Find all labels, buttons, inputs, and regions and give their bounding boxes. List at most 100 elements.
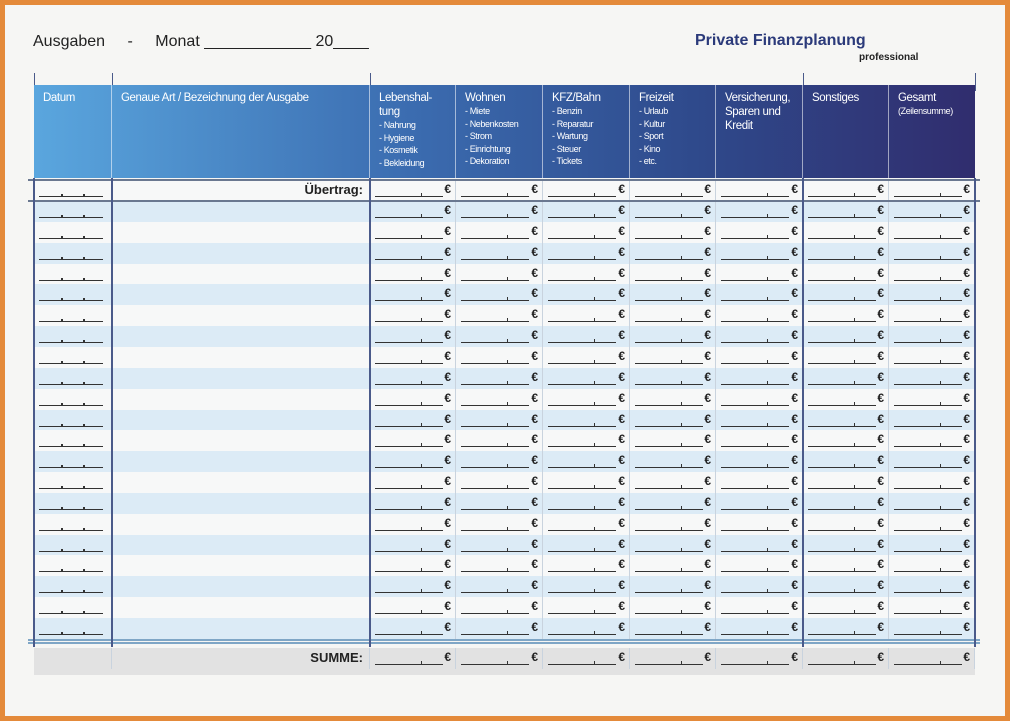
amount-cell[interactable]: € (456, 534, 543, 556)
amount-cell[interactable]: € (889, 576, 975, 598)
amount-cell[interactable]: € (370, 326, 456, 348)
amount-cell[interactable]: € (803, 576, 889, 598)
amount-cell[interactable]: € (543, 305, 630, 327)
amount-cell[interactable]: € (630, 367, 716, 389)
amount-cell[interactable]: € (370, 180, 456, 201)
amount-cell[interactable]: € (456, 472, 543, 494)
amount-cell[interactable]: € (456, 648, 543, 669)
amount-cell[interactable]: € (456, 180, 543, 201)
amount-cell[interactable]: € (716, 513, 803, 535)
amount-cell[interactable]: € (716, 472, 803, 494)
amount-cell[interactable]: € (456, 388, 543, 410)
amount-cell[interactable]: € (716, 576, 803, 598)
amount-cell[interactable]: € (630, 388, 716, 410)
amount-cell[interactable]: € (456, 263, 543, 285)
amount-cell[interactable]: € (716, 326, 803, 348)
amount-cell[interactable]: € (543, 284, 630, 306)
description-cell[interactable]: Übertrag: (112, 180, 370, 201)
amount-cell[interactable]: € (456, 597, 543, 619)
amount-cell[interactable]: € (630, 242, 716, 264)
description-cell[interactable] (112, 492, 370, 514)
description-cell[interactable] (112, 513, 370, 535)
amount-cell[interactable]: € (370, 451, 456, 473)
amount-cell[interactable]: € (803, 513, 889, 535)
amount-cell[interactable]: € (630, 305, 716, 327)
amount-cell[interactable]: € (803, 534, 889, 556)
amount-cell[interactable]: € (803, 305, 889, 327)
description-cell[interactable] (112, 472, 370, 494)
amount-cell[interactable]: € (370, 534, 456, 556)
description-cell[interactable] (112, 409, 370, 431)
amount-cell[interactable]: € (370, 618, 456, 639)
amount-cell[interactable]: € (889, 618, 975, 639)
amount-cell[interactable]: € (630, 451, 716, 473)
amount-cell[interactable]: € (630, 201, 716, 222)
amount-cell[interactable]: € (370, 263, 456, 285)
amount-cell[interactable]: € (543, 201, 630, 222)
amount-cell[interactable]: € (370, 221, 456, 243)
amount-cell[interactable]: € (456, 492, 543, 514)
amount-cell[interactable]: € (630, 534, 716, 556)
description-cell[interactable] (112, 534, 370, 556)
amount-cell[interactable]: € (803, 367, 889, 389)
amount-cell[interactable]: € (456, 221, 543, 243)
amount-cell[interactable]: € (889, 284, 975, 306)
amount-cell[interactable]: € (370, 492, 456, 514)
description-cell[interactable] (112, 618, 370, 639)
date-cell[interactable] (34, 305, 112, 327)
amount-cell[interactable]: € (456, 326, 543, 348)
date-cell[interactable] (34, 534, 112, 556)
amount-cell[interactable]: € (889, 346, 975, 368)
amount-cell[interactable]: € (543, 451, 630, 473)
amount-cell[interactable]: € (630, 409, 716, 431)
date-cell[interactable] (34, 409, 112, 431)
amount-cell[interactable]: € (889, 597, 975, 619)
amount-cell[interactable]: € (543, 576, 630, 598)
amount-cell[interactable]: € (456, 555, 543, 577)
date-cell[interactable] (34, 513, 112, 535)
date-cell[interactable] (34, 597, 112, 619)
amount-cell[interactable]: € (716, 597, 803, 619)
description-cell[interactable] (112, 346, 370, 368)
amount-cell[interactable]: € (716, 451, 803, 473)
description-cell[interactable] (112, 451, 370, 473)
amount-cell[interactable]: € (456, 430, 543, 452)
amount-cell[interactable]: € (370, 388, 456, 410)
amount-cell[interactable]: € (543, 263, 630, 285)
amount-cell[interactable]: € (803, 648, 889, 669)
amount-cell[interactable]: € (889, 409, 975, 431)
amount-cell[interactable]: € (543, 367, 630, 389)
amount-cell[interactable]: € (716, 492, 803, 514)
amount-cell[interactable]: € (630, 430, 716, 452)
description-cell[interactable] (112, 597, 370, 619)
amount-cell[interactable]: € (889, 201, 975, 222)
amount-cell[interactable]: € (630, 180, 716, 201)
amount-cell[interactable]: € (803, 597, 889, 619)
amount-cell[interactable]: € (456, 201, 543, 222)
amount-cell[interactable]: € (370, 242, 456, 264)
amount-cell[interactable]: € (889, 180, 975, 201)
amount-cell[interactable]: € (716, 346, 803, 368)
amount-cell[interactable]: € (370, 555, 456, 577)
amount-cell[interactable]: € (803, 472, 889, 494)
amount-cell[interactable]: € (456, 367, 543, 389)
amount-cell[interactable]: € (716, 430, 803, 452)
date-cell[interactable] (34, 618, 112, 639)
date-cell[interactable] (34, 367, 112, 389)
amount-cell[interactable]: € (630, 472, 716, 494)
amount-cell[interactable]: € (543, 534, 630, 556)
amount-cell[interactable]: € (889, 492, 975, 514)
amount-cell[interactable]: € (370, 430, 456, 452)
amount-cell[interactable]: € (889, 648, 975, 669)
description-cell[interactable] (112, 388, 370, 410)
amount-cell[interactable]: € (803, 326, 889, 348)
amount-cell[interactable]: € (889, 305, 975, 327)
amount-cell[interactable]: € (456, 618, 543, 639)
amount-cell[interactable]: € (889, 242, 975, 264)
date-cell[interactable] (34, 242, 112, 264)
amount-cell[interactable]: € (370, 367, 456, 389)
amount-cell[interactable]: € (889, 555, 975, 577)
amount-cell[interactable]: € (456, 576, 543, 598)
date-cell[interactable] (34, 451, 112, 473)
amount-cell[interactable]: € (456, 409, 543, 431)
